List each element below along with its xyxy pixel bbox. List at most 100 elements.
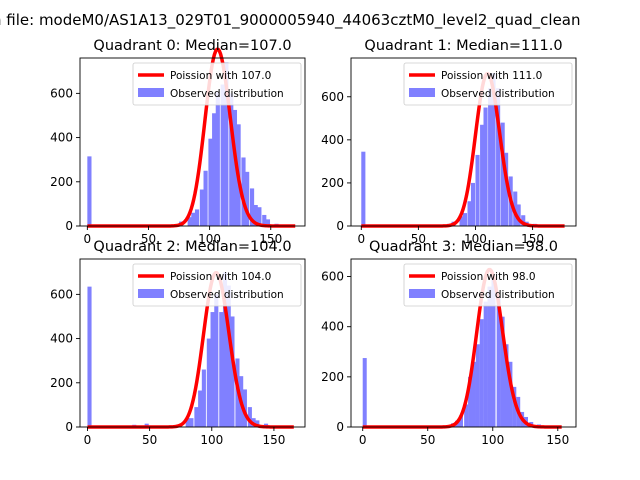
legend-box: [132, 263, 302, 307]
histogram-bar: [206, 338, 211, 427]
histogram-bar: [487, 286, 492, 427]
quadrant-0-panel: 0 50 100 150 0 200 400 600 Poission with 107.0 Ob…: [50, 38, 306, 246]
x-tick-label: 50: [141, 232, 156, 246]
axes-frame: [350, 258, 577, 428]
y-tick-label: 600: [50, 86, 73, 100]
histogram-bar: [87, 286, 92, 427]
y-tick-label: 400: [50, 131, 73, 145]
histogram-bar: [508, 361, 513, 427]
x-tick-label: 0: [84, 232, 92, 246]
histogram-bar: [241, 157, 246, 226]
histogram-bar: [230, 316, 235, 427]
x-tick-label: 100: [198, 232, 221, 246]
x-tick-label: 50: [411, 232, 426, 246]
histogram-bar: [480, 124, 485, 226]
histogram-bar: [459, 216, 464, 226]
histogram-bar: [516, 204, 521, 226]
histogram-bar: [203, 170, 208, 226]
legend-observed-label: Observed distribution: [441, 88, 555, 100]
histogram-bar: [504, 344, 509, 427]
histogram-bar: [496, 296, 501, 427]
histogram-bar: [464, 404, 469, 427]
quadrant-title: Quadrant 0: Median=107.0: [93, 38, 291, 54]
legend-box: [132, 62, 302, 106]
histogram-bar: [229, 93, 234, 226]
legend: Poission with 107.0 Observed distribution: [132, 62, 302, 106]
histogram-bar: [462, 213, 468, 226]
y-tick-label: 0: [336, 219, 344, 233]
histogram-bar: [212, 113, 217, 226]
y-tick-label: 0: [336, 420, 344, 434]
histogram-bar: [496, 88, 501, 227]
y-tick-label: 600: [321, 270, 344, 284]
y-tick-label: 0: [65, 219, 73, 233]
histogram-bar: [87, 156, 92, 226]
x-tick-label: 100: [200, 433, 223, 447]
legend-observed-label: Observed distribution: [441, 289, 555, 301]
histogram-bar: [215, 92, 220, 227]
histogram-bar: [224, 62, 229, 226]
histogram-bar: [265, 219, 271, 226]
histogram-bar: [512, 386, 517, 427]
x-tick-label: 50: [420, 433, 435, 447]
histogram-bar: [226, 285, 231, 427]
x-tick-label: 150: [262, 433, 285, 447]
axes-frame: [79, 258, 306, 428]
histogram-bar: [361, 151, 366, 226]
histogram-bar: [479, 319, 484, 427]
histogram-bar: [257, 207, 262, 226]
legend-poisson-label: Poission with 98.0: [441, 271, 536, 283]
histogram-bar: [210, 312, 215, 427]
legend-observed-label: Observed distribution: [170, 289, 284, 301]
histogram-bar: [198, 390, 203, 427]
histogram-bar: [194, 209, 200, 226]
quadrant-1-panel: 0 50 100 150 0 200 400 600 Poission with 111.0 Ob…: [321, 38, 577, 246]
legend-observed-swatch: [409, 88, 435, 97]
legend-poisson-label: Poission with 111.0: [441, 70, 542, 82]
legend: Poission with 111.0 Observed distribution: [403, 62, 573, 106]
histogram-bar: [475, 154, 480, 226]
histogram-bar: [500, 316, 505, 427]
histogram-bar: [362, 358, 367, 427]
histogram-bar: [458, 415, 463, 427]
histogram-bar: [262, 214, 267, 226]
histogram-bar: [247, 407, 252, 427]
y-tick-label: 200: [50, 175, 73, 189]
histogram-bar: [253, 205, 258, 226]
histogram-bar: [214, 294, 219, 427]
figure-title: n file: modeM0/AS1A13_029T01_9000005940_…: [0, 11, 581, 30]
y-tick-label: 200: [50, 376, 73, 390]
histogram-bar: [219, 312, 224, 427]
quadrant-title: Quadrant 3: Median=98.0: [369, 239, 558, 255]
histogram-bars: [361, 73, 545, 227]
histogram-bar: [488, 88, 493, 227]
axes-frame: [79, 57, 306, 227]
histogram-bar: [468, 376, 473, 427]
legend: Poission with 98.0 Observed distribution: [403, 263, 573, 307]
histogram-bar: [222, 272, 228, 427]
histogram-bar: [483, 107, 488, 226]
y-tick-label: 400: [321, 133, 344, 147]
axes-frame: [350, 57, 577, 227]
quadrant-2-panel: 0 50 100 150 0 200 400 600 Poission with 104.0 Ob…: [50, 239, 306, 447]
histogram-bar: [187, 217, 192, 226]
histogram-bar: [220, 84, 225, 227]
histogram-bar: [255, 420, 260, 427]
legend-observed-swatch: [138, 88, 164, 97]
x-tick-label: 0: [84, 433, 92, 447]
histogram-bar: [470, 182, 476, 226]
histogram-bar: [245, 171, 250, 226]
x-tick-label: 150: [546, 433, 569, 447]
histogram-bar: [471, 361, 476, 427]
quadrant-title: Quadrant 1: Median=111.0: [364, 38, 562, 54]
x-tick-label: 150: [259, 232, 282, 246]
histogram-bar: [185, 418, 190, 427]
x-tick-label: 50: [142, 433, 157, 447]
legend-box: [403, 62, 573, 106]
histogram-bar: [199, 189, 204, 226]
x-tick-label: 0: [359, 433, 367, 447]
x-tick-label: 0: [357, 232, 365, 246]
legend-poisson-label: Poission with 104.0: [170, 271, 271, 283]
histogram-bar: [521, 215, 526, 226]
